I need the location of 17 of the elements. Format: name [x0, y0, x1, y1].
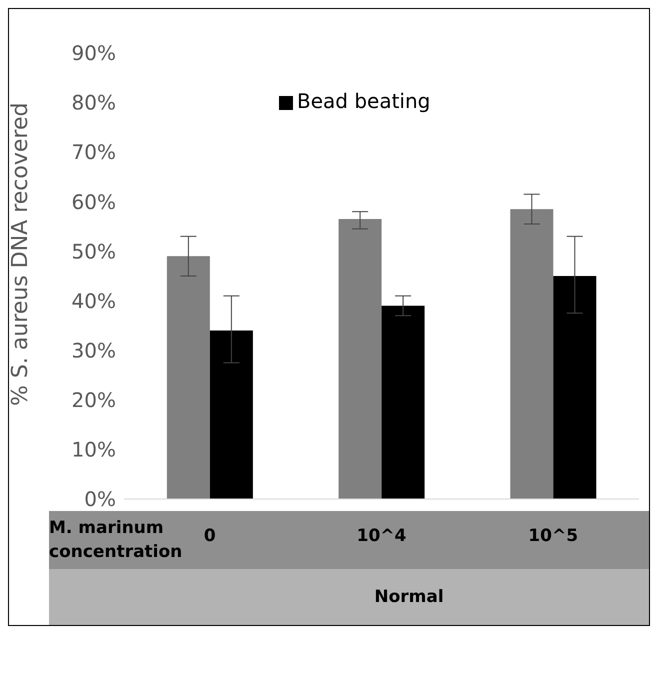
y-tick-label: 10% [72, 438, 116, 462]
x-tick-label: 10^4 [356, 526, 407, 546]
y-axis-title: % S. aureus DNA recovered [8, 102, 33, 406]
y-tick-label: 90% [72, 41, 116, 66]
y-tick-label: 50% [72, 239, 116, 264]
y-tick-label: 60% [72, 190, 116, 214]
y-tick-label: 30% [72, 338, 116, 362]
x-tick-label: 10^5 [528, 526, 578, 546]
y-tick-label: 0% [84, 487, 116, 512]
y-tick-label: 80% [72, 90, 116, 115]
legend-label: Bead beating [297, 89, 430, 113]
y-tick-label: 20% [72, 388, 116, 412]
x-tick-label: 0 [204, 526, 216, 546]
y-tick-label: 70% [72, 140, 116, 164]
x-axis-title: M. marinum concentration [49, 517, 184, 564]
text: Normal [374, 587, 444, 607]
y-tick-label: 40% [72, 288, 116, 313]
